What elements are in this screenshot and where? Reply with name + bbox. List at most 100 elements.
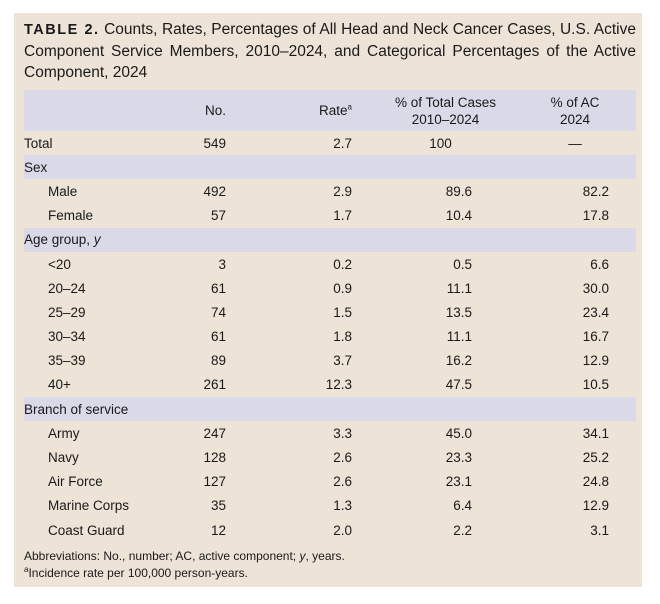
data-table: No. Ratea % of Total Cases 2010–2024 % of… <box>24 90 636 542</box>
cell-pct: 11.1 <box>446 280 472 296</box>
cell-pct: 0.5 <box>453 256 472 272</box>
group-label: Sex <box>24 155 636 180</box>
row-label: Total <box>24 135 53 151</box>
cell-ac: 24.8 <box>582 474 609 490</box>
cell-no: 35 <box>210 498 226 514</box>
cell-rate: 2.6 <box>333 474 352 490</box>
cell-no: 128 <box>203 450 226 466</box>
cell-rate: 1.3 <box>333 498 352 514</box>
header-pct-total: % of Total Cases 2010–2024 <box>352 90 499 131</box>
rate-footnote-text: Incidence rate per 100,000 person-years. <box>28 566 248 580</box>
cell-pct: 2.2 <box>453 522 472 538</box>
cell-no: 12 <box>210 522 226 538</box>
cell-rate: 3.7 <box>333 353 352 369</box>
table-row: Female 57 1.7 10.4 17.8 <box>24 204 636 228</box>
row-label: 35–39 <box>48 353 86 369</box>
table-title: TABLE 2. Counts, Rates, Percentages of A… <box>24 19 636 83</box>
cell-no: 57 <box>210 208 226 224</box>
cell-ac: 25.2 <box>582 450 609 466</box>
row-label: 20–24 <box>48 280 86 296</box>
cell-rate: 1.8 <box>333 329 352 345</box>
table-row: Army 247 3.3 45.0 34.1 <box>24 421 636 445</box>
table-row: Marine Corps 35 1.3 6.4 12.9 <box>24 494 636 518</box>
row-label: Air Force <box>48 474 103 490</box>
cell-ac: 23.4 <box>582 304 609 320</box>
cell-ac: 3.1 <box>590 522 609 538</box>
row-label: 25–29 <box>48 304 86 320</box>
cell-no: 61 <box>210 329 226 345</box>
table-row: 40+ 261 12.3 47.5 10.5 <box>24 373 636 397</box>
cell-no: 61 <box>210 280 226 296</box>
cell-rate: 0.2 <box>333 256 352 272</box>
table-row: Navy 128 2.6 23.3 25.2 <box>24 445 636 469</box>
header-blank <box>24 90 174 131</box>
group-row-sex: Sex <box>24 155 636 180</box>
cell-pct: 6.4 <box>453 498 472 514</box>
cell-rate: 2.0 <box>333 522 352 538</box>
table-row: 20–24 61 0.9 11.1 30.0 <box>24 276 636 300</box>
cell-no: 3 <box>218 256 226 272</box>
rate-footnote: aIncidence rate per 100,000 person-years… <box>24 565 345 582</box>
cell-pct: 23.1 <box>445 474 472 490</box>
cell-pct: 89.6 <box>445 183 472 199</box>
cell-ac: 16.7 <box>582 329 609 345</box>
header-row: No. Ratea % of Total Cases 2010–2024 % of… <box>24 90 636 131</box>
abbrev-prefix: Abbreviations: No., number; AC, active c… <box>24 549 297 563</box>
cell-ac: 30.0 <box>582 280 609 296</box>
header-rate-label: Rate <box>319 103 348 118</box>
cell-ac: 12.9 <box>582 498 609 514</box>
cell-ac: 12.9 <box>582 353 609 369</box>
cell-pct: 100 <box>429 135 452 151</box>
cell-pct: 13.5 <box>445 304 472 320</box>
cell-pct: 11.1 <box>446 329 472 345</box>
cell-rate: 2.9 <box>333 183 352 199</box>
header-ac-line2: 2024 <box>559 111 591 127</box>
abbrev-suffix: , years. <box>305 549 345 563</box>
table-row: 30–34 61 1.8 11.1 16.7 <box>24 325 636 349</box>
cell-no: 549 <box>203 135 226 151</box>
header-rate-footnote-mark: a <box>347 102 352 112</box>
cell-rate: 1.7 <box>333 208 352 224</box>
cell-rate: 12.3 <box>325 377 352 393</box>
abbrev-y: y <box>299 549 306 563</box>
header-pct-ac: % of AC 2024 <box>499 90 636 131</box>
cell-no: 127 <box>203 474 226 490</box>
cell-rate: 1.5 <box>333 304 352 320</box>
row-label: Marine Corps <box>48 498 130 514</box>
group-label-unit: y <box>93 232 101 248</box>
header-pct-line1: % of Total Cases <box>394 94 497 110</box>
row-label: Navy <box>48 450 79 466</box>
header-pct-line2: 2010–2024 <box>411 111 480 127</box>
cell-ac: 6.6 <box>590 256 609 272</box>
abbreviations-note: Abbreviations: No., number; AC, active c… <box>24 548 345 565</box>
group-row-branch: Branch of service <box>24 397 636 422</box>
row-label: Female <box>48 208 94 224</box>
cell-ac: 17.8 <box>582 208 609 224</box>
cell-ac: 34.1 <box>582 425 609 441</box>
cell-rate: 2.6 <box>333 450 352 466</box>
table-row-total: Total 549 2.7 100 — <box>24 131 636 155</box>
table-label: TABLE 2. <box>24 22 100 38</box>
row-label: Coast Guard <box>48 522 125 538</box>
cell-rate: 0.9 <box>333 280 352 296</box>
cell-ac: 82.2 <box>582 183 609 199</box>
header-no: No. <box>174 90 226 131</box>
cell-no: 74 <box>210 304 226 320</box>
table-row: 35–39 89 3.7 16.2 12.9 <box>24 349 636 373</box>
cell-no: 492 <box>203 183 226 199</box>
row-label: 40+ <box>48 377 71 393</box>
header-ac-line1: % of AC <box>550 94 600 110</box>
cell-ac: 10.5 <box>582 377 609 393</box>
cell-pct: 23.3 <box>445 450 472 466</box>
row-label: Army <box>48 425 80 441</box>
cell-pct: 16.2 <box>445 353 472 369</box>
header-rate: Ratea <box>226 90 352 131</box>
row-label: Male <box>48 183 78 199</box>
cell-no: 89 <box>210 353 226 369</box>
cell-rate: 2.7 <box>333 135 352 151</box>
cell-ac: — <box>568 135 582 151</box>
group-label: Age group, <box>24 232 91 248</box>
group-row-age: Age group, y <box>24 227 636 252</box>
rate-footnote-mark: a <box>24 565 29 574</box>
table-row: 25–29 74 1.5 13.5 23.4 <box>24 300 636 324</box>
